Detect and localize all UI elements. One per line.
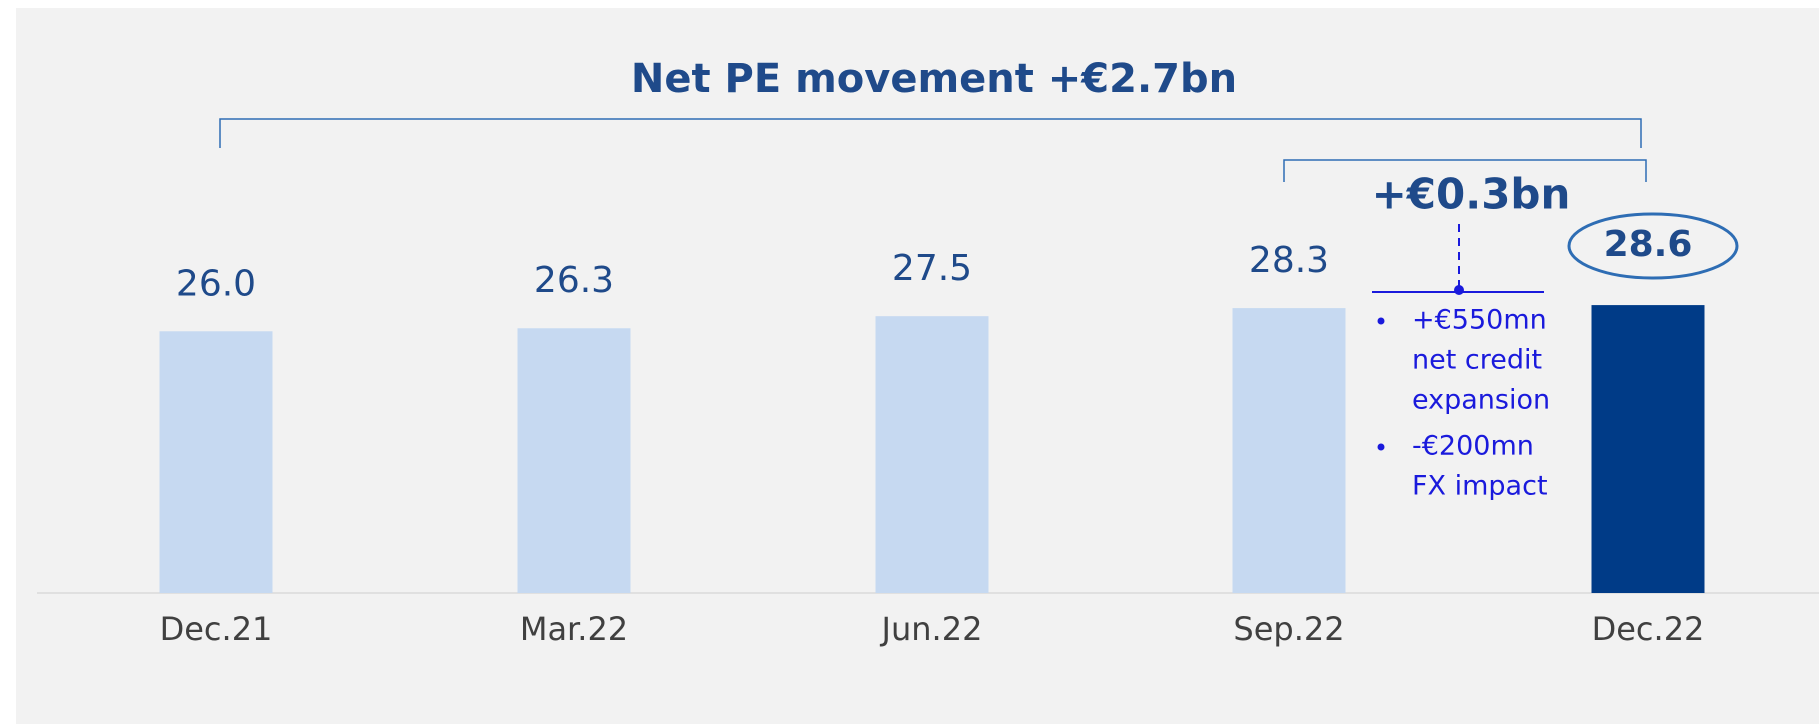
x-tick-label: Mar.22: [520, 610, 628, 648]
bar: [875, 316, 989, 593]
value-label: 27.5: [892, 248, 972, 289]
bar: [1591, 305, 1705, 593]
bullet-text: +€550mn: [1412, 305, 1547, 336]
total-bracket: [219, 118, 1642, 148]
x-tick-label: Sep.22: [1233, 610, 1344, 648]
bullet-dot: [1377, 317, 1385, 325]
bar: [1232, 308, 1346, 593]
bullet-text: -€200mn: [1412, 431, 1534, 462]
quarter-bracket: [1283, 159, 1647, 182]
x-tick-label: Jun.22: [880, 610, 983, 648]
change-label: +€0.3bn: [1372, 170, 1571, 219]
bullet-dot: [1377, 443, 1385, 451]
highlight-ring: [1567, 212, 1739, 280]
connector-dot: [1454, 285, 1464, 295]
value-label: 28.3: [1249, 240, 1329, 281]
bar: [159, 331, 273, 593]
x-tick-label: Dec.21: [160, 610, 273, 648]
value-label: 26.3: [534, 260, 614, 301]
bar: [517, 328, 631, 593]
chart-title: Net PE movement +€2.7bn: [631, 56, 1237, 102]
value-label: 28.6: [1604, 224, 1693, 265]
bullet-text: expansion: [1412, 385, 1550, 416]
value-label: 26.0: [176, 263, 256, 304]
bullet-text: FX impact: [1412, 471, 1548, 502]
x-tick-label: Dec.22: [1592, 610, 1705, 648]
bullet-text: net credit: [1412, 345, 1542, 376]
